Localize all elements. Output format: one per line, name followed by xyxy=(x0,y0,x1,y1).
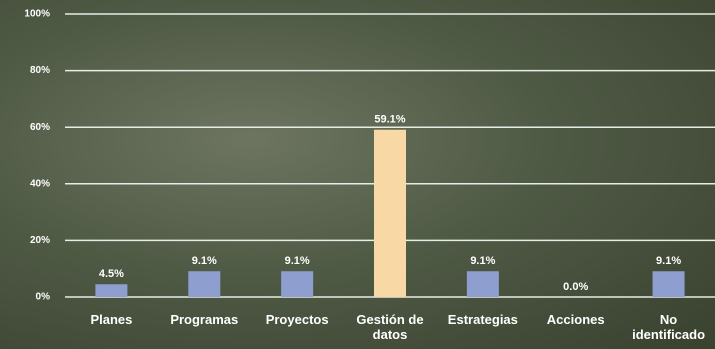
x-tick-label: Gestión de datos xyxy=(356,312,424,342)
x-tick-label: Programas xyxy=(170,312,239,327)
x-tick-label: Estrategias xyxy=(447,312,518,327)
y-tick-label: 0% xyxy=(36,292,51,303)
x-tick-label: Planes xyxy=(90,312,133,327)
value-label: 9.1% xyxy=(192,255,217,267)
y-tick-label: 60% xyxy=(30,122,50,133)
bar xyxy=(188,271,221,297)
x-tick-label: Proyectos xyxy=(265,312,329,327)
bar xyxy=(466,271,499,297)
bar xyxy=(281,271,314,297)
value-label: 0.0% xyxy=(563,281,588,293)
y-tick-label: 40% xyxy=(30,178,50,189)
y-tick-label: 100% xyxy=(24,9,50,20)
value-label: 59.1% xyxy=(374,114,405,126)
x-tick-label: No identificado xyxy=(632,312,706,342)
bar xyxy=(95,284,128,297)
value-label: 9.1% xyxy=(285,255,310,267)
bar xyxy=(374,129,406,297)
value-label: 9.1% xyxy=(656,255,681,267)
x-tick-label: Acciones xyxy=(546,312,605,327)
y-tick-label: 80% xyxy=(30,65,50,76)
y-tick-label: 20% xyxy=(30,235,50,246)
bar xyxy=(652,271,685,297)
value-label: 9.1% xyxy=(470,255,495,267)
value-label: 4.5% xyxy=(99,268,124,280)
